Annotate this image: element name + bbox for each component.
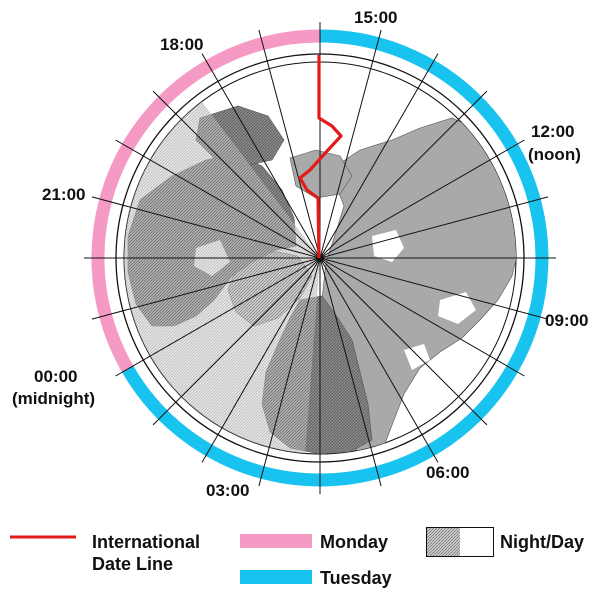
date-line-legend-icon [10,535,76,539]
label-0000: 00:00 [34,367,77,386]
meridian-line [258,257,321,487]
meridian-line [319,139,525,259]
meridian-line [152,90,321,259]
legend-date-line-label: International Date Line [92,531,200,575]
label-0300: 03:00 [206,481,249,500]
meridian-line [115,257,321,377]
meridian-line [319,257,439,463]
polar-globe [84,22,556,494]
night-shading [124,62,320,454]
meridian-line [201,257,321,463]
label-midnight: (midnight) [12,389,95,408]
meridian-line [152,257,321,426]
label-0900: 09:00 [545,311,588,330]
legend-night-day-label: Night/Day [500,532,585,552]
label-1200: 12:00 [531,122,574,141]
label-1500: 15:00 [354,8,397,27]
meridian-line [115,139,321,259]
meridian-line [319,257,488,426]
meridian-line [319,90,488,259]
label-0600: 06:00 [426,463,469,482]
meridian-line [319,196,549,259]
legend-tuesday-label: Tuesday [320,568,392,588]
monday-legend-swatch [240,534,312,548]
meridian-line [91,257,321,320]
tuesday-legend-swatch [240,570,312,584]
meridian-line [258,29,321,259]
meridian-line [319,257,525,377]
hour-meridians [84,22,556,494]
label-1800: 18:00 [160,35,203,54]
time-labels: 15:00 18:00 12:00 (noon) 21:00 09:00 00:… [12,8,588,500]
meridian-line [201,53,321,259]
meridian-line [319,53,439,259]
meridian-line [319,29,382,259]
legend-date-line-line2: Date Line [92,554,174,574]
label-noon: (noon) [528,145,581,164]
label-2100: 21:00 [42,185,85,204]
night-day-legend-icon [426,527,494,557]
meridian-line [319,257,382,487]
legend-date-line-line1: International [92,532,201,552]
legend-monday-label: Monday [320,532,389,552]
meridian-line [319,257,549,320]
international-date-line [298,55,343,259]
meridian-line [91,196,321,259]
